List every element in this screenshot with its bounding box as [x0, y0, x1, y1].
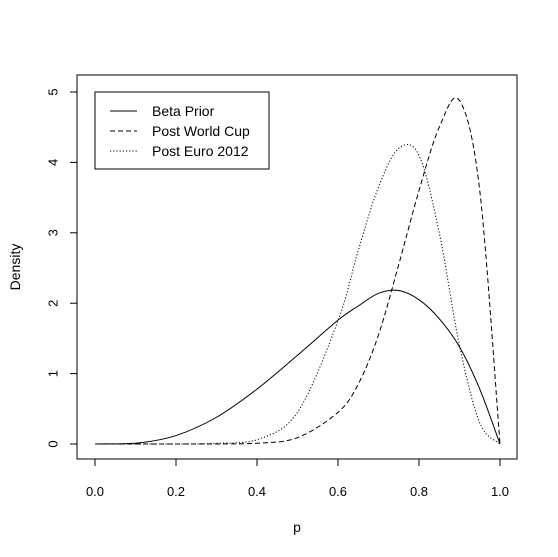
x-tick-label: 0.4	[248, 484, 266, 499]
x-tick-label: 0.8	[410, 484, 428, 499]
x-tick-label: 0.2	[167, 484, 185, 499]
legend-box	[94, 91, 270, 170]
series-line-3	[95, 144, 501, 445]
x-tick-label: 1.0	[491, 484, 509, 499]
series-layer	[94, 97, 501, 445]
x-axis-title: p	[293, 519, 301, 535]
series-line-1	[94, 289, 501, 445]
y-tick-label: 2	[46, 300, 61, 307]
series-line-2	[95, 97, 501, 445]
y-axis-title: Density	[7, 244, 23, 291]
y-tick-label: 5	[46, 88, 61, 95]
y-tick-label: 0	[46, 440, 61, 447]
y-tick-label: 4	[46, 159, 61, 166]
x-axis: 0.0 0.2 0.4 0.6 0.8 1.0	[86, 458, 509, 499]
legend-label-3: Post Euro 2012	[152, 143, 249, 159]
y-axis: 0 1 2 3 4 5	[46, 88, 78, 448]
y-tick-label: 1	[46, 370, 61, 377]
legend-label-1: Beta Prior	[152, 103, 215, 119]
legend: Beta Prior Post World Cup Post Euro 2012	[94, 91, 270, 170]
x-tick-label: 0.0	[86, 484, 104, 499]
y-tick-label: 3	[46, 229, 61, 236]
legend-label-2: Post World Cup	[152, 123, 250, 139]
x-tick-label: 0.6	[329, 484, 347, 499]
